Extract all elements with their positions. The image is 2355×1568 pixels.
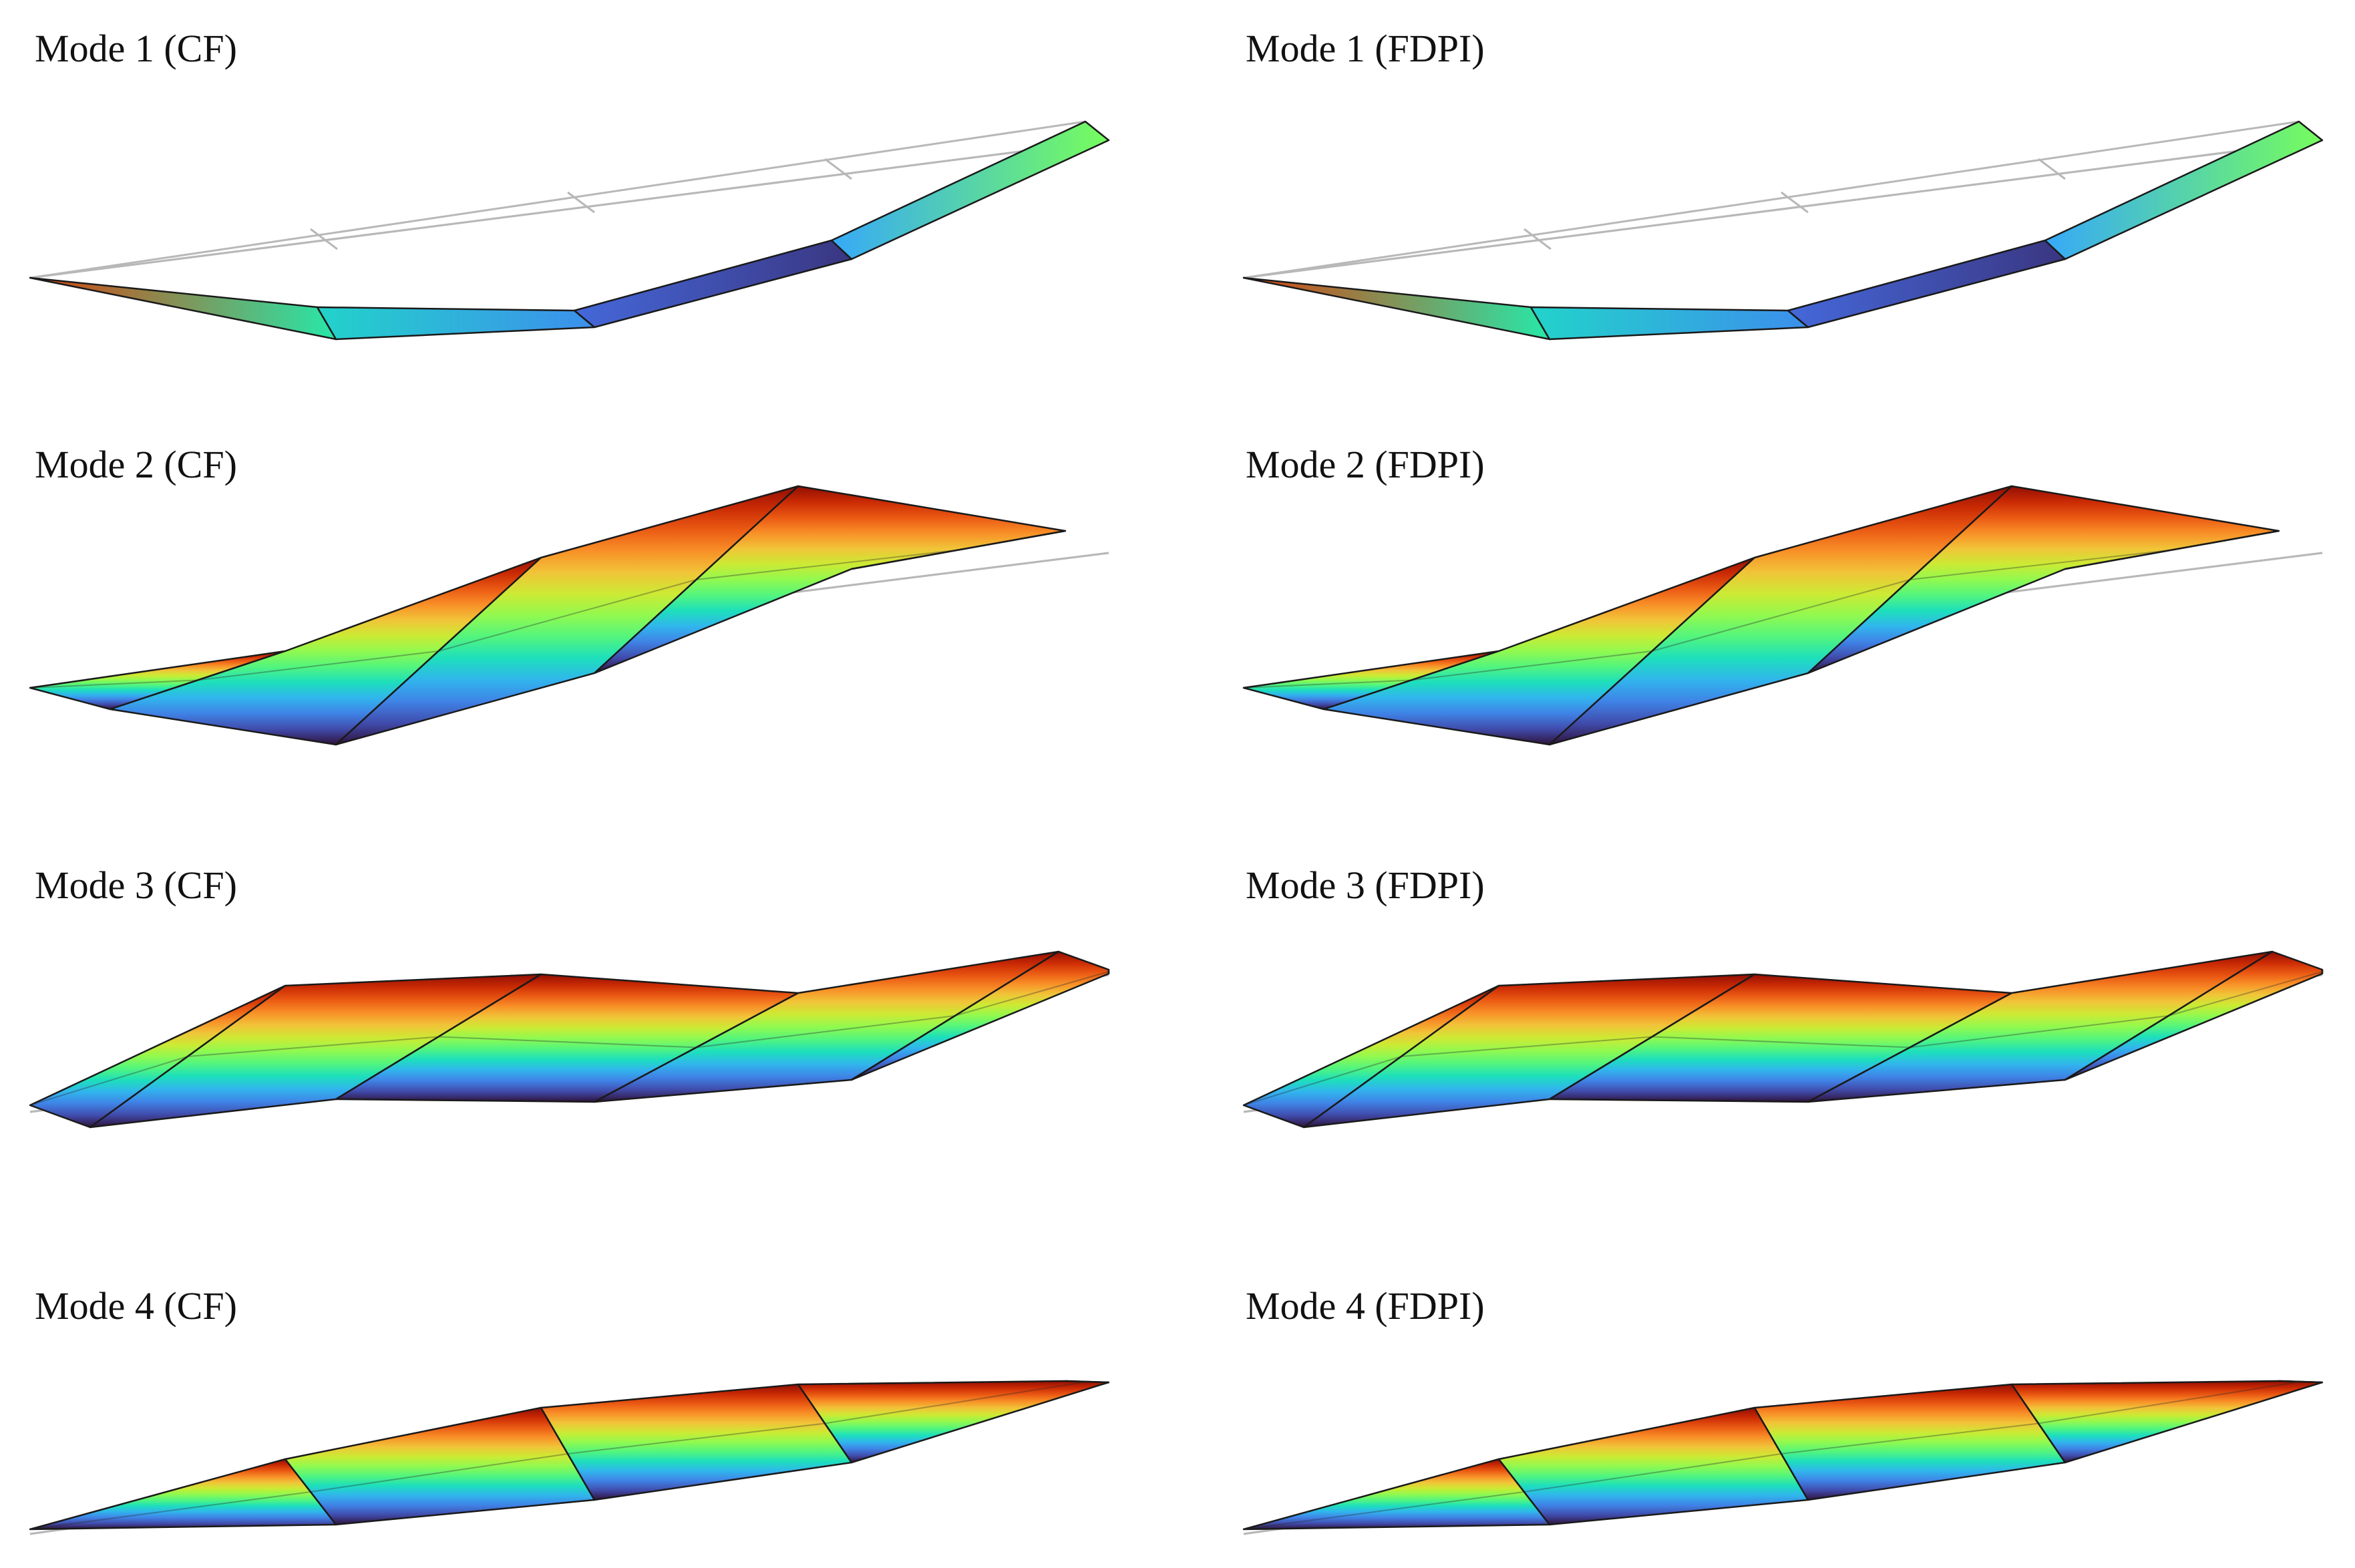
undeformed-edge: [29, 120, 1086, 279]
mode-shape-mode3-fdpi: [1242, 950, 2324, 1129]
panel-mode4-cf: Mode 4 (CF): [29, 1284, 1110, 1535]
plate-edge: [2278, 1380, 2323, 1384]
plate-segment: [1497, 1406, 1809, 1526]
panel-title: Mode 3 (FDPI): [1246, 863, 1485, 907]
panel-title: Mode 3 (CF): [35, 863, 237, 907]
mode-shape-mode4-fdpi: [1242, 1380, 2324, 1535]
mode-shape-mode1-fdpi: [1242, 120, 2324, 341]
mode-shape-mode2-fdpi: [1242, 485, 2323, 746]
mode-shape-mode3-cf: [29, 950, 1110, 1129]
panel-mode1-fdpi: Mode 1 (FDPI): [1242, 27, 2324, 341]
plate-midline: [29, 971, 1109, 1106]
plate-midline: [1243, 971, 2323, 1106]
mode-shape-mode2-cf: [29, 485, 1109, 746]
plate-edge: [1065, 1380, 1109, 1384]
panel-mode3-fdpi: Mode 3 (FDPI): [1242, 863, 2324, 1129]
panel-mode1-cf: Mode 1 (CF): [29, 27, 1110, 341]
mode-shape-mode1-cf: [29, 120, 1110, 341]
plate-segment: [2010, 1380, 2324, 1464]
plate-segment: [540, 1383, 853, 1501]
plate-segment: [316, 306, 596, 341]
panel-title: Mode 4 (CF): [35, 1284, 237, 1328]
undeformed-grid-line: [1523, 228, 1552, 250]
panel-title: Mode 1 (FDPI): [1246, 27, 1485, 70]
plate-segment: [1787, 239, 2066, 329]
plate-edge: [2064, 530, 2280, 570]
plate-segment: [29, 276, 337, 341]
plate-segment: [830, 120, 1110, 260]
undeformed-grid-line: [824, 158, 852, 180]
panel-title: Mode 4 (FDPI): [1246, 1284, 1485, 1328]
undeformed-grid-line: [310, 228, 338, 250]
plate-midline: [1243, 1381, 2301, 1530]
panel-mode2-cf: Mode 2 (CF): [29, 443, 1109, 746]
plate-segment: [1529, 306, 1809, 341]
plate-midline: [29, 1381, 1087, 1530]
panel-mode2-fdpi: Mode 2 (FDPI): [1242, 443, 2323, 746]
plate-segment: [797, 1380, 1110, 1464]
panel-title: Mode 1 (CF): [35, 27, 237, 70]
plate-midline: [1243, 549, 2173, 689]
panel-title: Mode 2 (FDPI): [1246, 443, 1485, 486]
plate-midline: [29, 549, 959, 689]
mode-shape-mode4-cf: [29, 1380, 1110, 1535]
undeformed-grid-line: [2038, 158, 2066, 180]
plate-segment: [1242, 276, 1551, 341]
panel-title: Mode 2 (CF): [35, 443, 237, 486]
plate-segment: [1753, 1383, 2066, 1501]
undeformed-edge: [1243, 120, 2300, 279]
undeformed-edge: [29, 139, 1109, 279]
plate-edge: [851, 530, 1066, 570]
undeformed-grid-line: [567, 191, 595, 214]
panel-mode4-fdpi: Mode 4 (FDPI): [1242, 1284, 2324, 1535]
plate-segment: [284, 1406, 596, 1526]
plate-segment: [573, 239, 853, 329]
undeformed-grid-line: [1781, 191, 1809, 214]
undeformed-edge: [1243, 139, 2323, 279]
panel-mode3-cf: Mode 3 (CF): [29, 863, 1110, 1129]
plate-segment: [2044, 120, 2324, 260]
